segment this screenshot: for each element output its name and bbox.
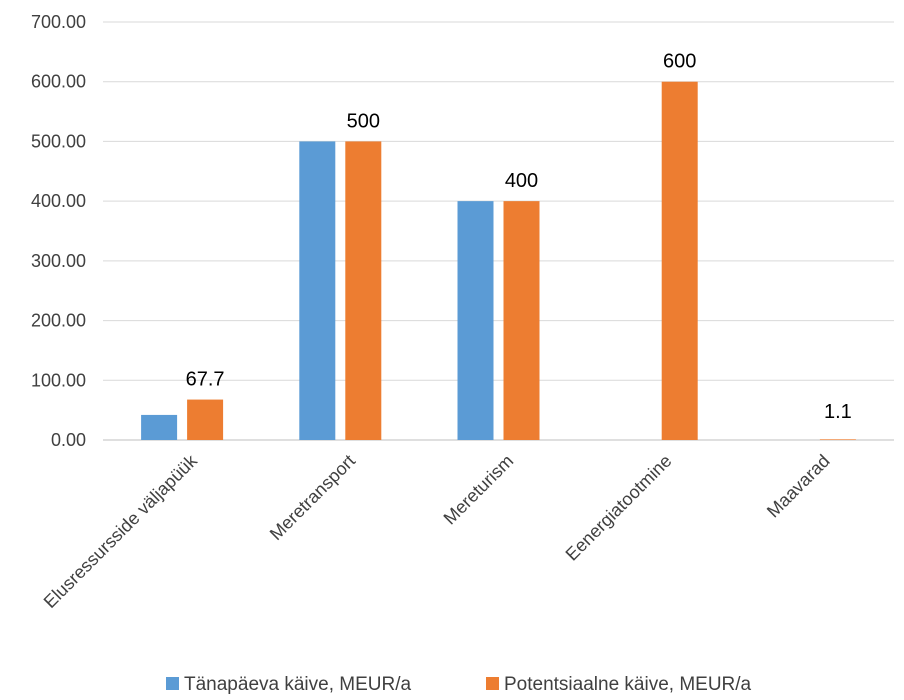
y-tick-label: 200.00 <box>31 311 86 331</box>
y-tick-label: 300.00 <box>31 251 86 271</box>
category-label: Eenergiatootmine <box>562 451 676 565</box>
y-tick-label: 0.00 <box>51 430 86 450</box>
data-labels: 67.7 500 400 600 1.1 <box>186 51 852 423</box>
y-tick-label: 100.00 <box>31 370 86 390</box>
y-axis-ticks: 0.00 100.00 200.00 300.00 400.00 500.00 600.00… <box>31 12 86 450</box>
data-label: 67.7 <box>186 369 225 391</box>
data-label: 500 <box>347 110 380 132</box>
legend-swatch <box>486 677 499 690</box>
bar-current <box>457 201 494 440</box>
bar-potential <box>661 81 698 440</box>
bar-potential <box>187 399 224 440</box>
y-tick-label: 400.00 <box>31 191 86 211</box>
category-label: Meretransport <box>266 451 359 544</box>
y-tick-label: 700.00 <box>31 12 86 32</box>
legend-label: Potentsiaalne käive, MEUR/a <box>504 674 752 695</box>
data-label: 1.1 <box>824 401 852 423</box>
bar-current <box>299 141 336 440</box>
bar-potential <box>503 201 540 440</box>
bars <box>141 81 856 440</box>
gridlines <box>103 21 894 441</box>
legend-label: Tänapäeva käive, MEUR/a <box>184 674 411 695</box>
category-label: Mereturism <box>440 451 518 529</box>
data-label: 600 <box>663 51 696 73</box>
category-label: Maavarad <box>763 451 834 522</box>
legend-swatch <box>166 677 179 690</box>
legend: Tänapäeva käive, MEUR/a Potentsiaalne käi… <box>166 674 752 695</box>
bar-potential <box>819 439 856 440</box>
bar-potential <box>345 141 382 440</box>
y-tick-label: 500.00 <box>31 131 86 151</box>
bar-current <box>141 414 178 440</box>
category-label: Elusressursside väljapüük <box>40 450 202 612</box>
y-tick-label: 600.00 <box>31 72 86 92</box>
x-axis-categories: Elusressursside väljapüük Meretransport Me… <box>40 450 834 612</box>
data-label: 400 <box>505 170 538 192</box>
